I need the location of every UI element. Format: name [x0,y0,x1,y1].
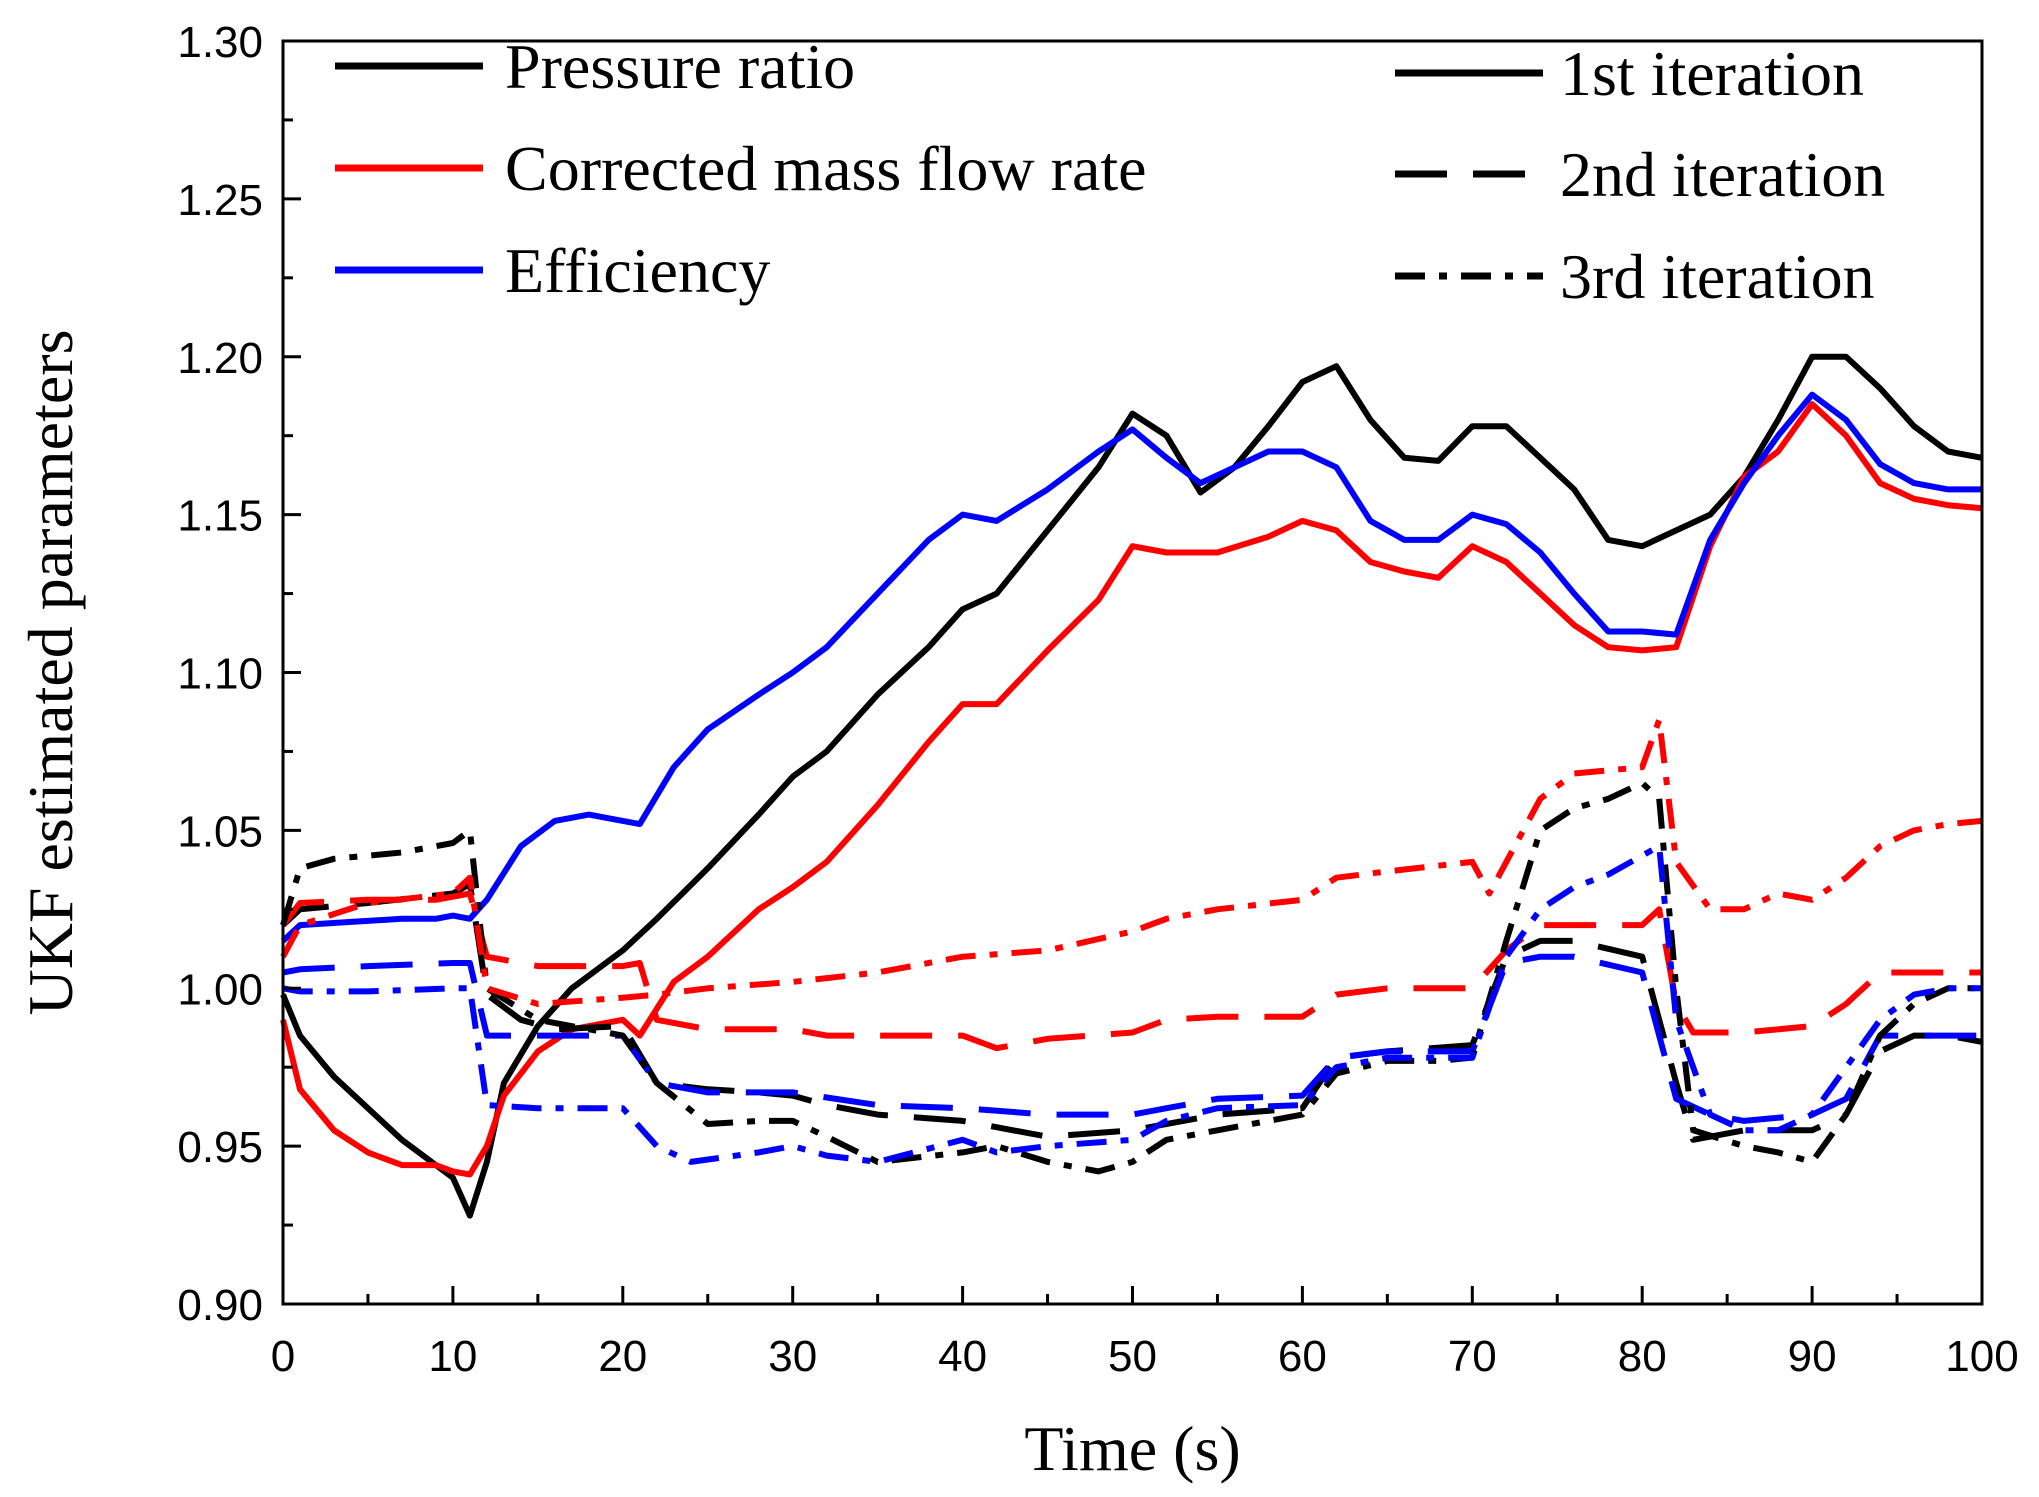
ticks-layer: 0 10 20 30 40 50 60 70 80 90 100 0.90 0.95 1.00 1.05 1.… [177,18,2018,1381]
x-tick-label: 70 [1448,1332,1497,1381]
legend-label: 1st iteration [1560,38,1864,109]
y-tick-label: 1.05 [177,807,263,856]
y-tick-label: 1.25 [177,176,263,225]
y-tick-label: 1.30 [177,18,263,67]
series-line-0 [280,353,1983,1219]
legend-label: 2nd iteration [1560,139,1885,210]
y-tick-label: 0.90 [177,1281,263,1330]
y-tick-label: 0.95 [177,1123,263,1172]
x-tick-label: 60 [1278,1332,1327,1381]
legend-label: 3rd iteration [1560,241,1875,312]
plot-frame [281,39,1984,1306]
legend-label: Pressure ratio [505,31,855,102]
series-line-2 [280,391,1982,944]
x-tick-label: 80 [1618,1332,1667,1381]
x-tick-label: 40 [938,1332,987,1381]
series-line-5 [282,953,1982,1124]
legend-parameters: Pressure ratio Corrected mass flow rate Ef… [335,31,1147,306]
series-line-7 [280,716,1983,1007]
x-tick-label: 10 [428,1332,477,1381]
y-tick-label: 1.10 [177,650,263,699]
y-tick-label: 1.15 [177,492,263,541]
series-line-6 [280,780,1982,1175]
legend-iterations: 1st iteration 2nd iteration 3rd iteration [1395,38,1885,312]
y-tick-label: 1.20 [177,334,263,383]
series-layer [280,353,1983,1219]
legend-label: Corrected mass flow rate [505,133,1147,204]
y-tick-label: 1.00 [177,965,263,1014]
x-tick-label: 90 [1788,1332,1837,1381]
legend-label: Efficiency [505,235,770,306]
x-tick-label: 30 [768,1332,817,1381]
x-tick-label: 100 [1945,1332,2018,1381]
x-tick-label: 50 [1108,1332,1157,1381]
series-line-3 [280,881,1983,1143]
x-axis-title: Time (s) [1024,1413,1240,1484]
x-tick-label: 20 [598,1332,647,1381]
series-line-8 [282,843,1982,1165]
series-line-1 [280,401,1983,1178]
y-axis-title: UKF estimated parameters [15,330,86,1016]
x-tick-label: 0 [271,1332,295,1381]
series-line-4 [280,890,1982,1052]
